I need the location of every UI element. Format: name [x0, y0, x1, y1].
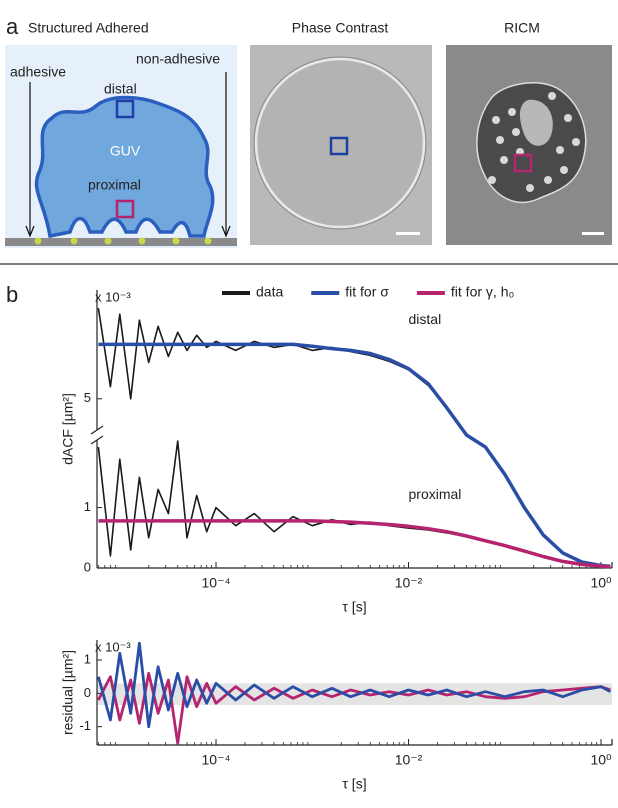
proximal-roi	[115, 199, 135, 219]
axis-multiplier: x 10⁻³	[95, 639, 131, 654]
phase-contrast-image	[250, 45, 432, 245]
plot-area	[97, 641, 612, 745]
diagram-label: distal	[104, 81, 137, 97]
x-tick-label: 10⁻²	[395, 575, 423, 591]
vesicle-edge	[253, 56, 427, 230]
series-line	[97, 307, 611, 567]
diagram-label: adhesive	[10, 64, 66, 80]
diagram-label: non-adhesive	[136, 51, 220, 67]
series-line	[98, 519, 611, 569]
panel-title: Phase Contrast	[292, 20, 389, 36]
diagram-label: GUV	[110, 143, 141, 159]
substrate	[5, 238, 237, 246]
legend-label: fit for σ	[345, 284, 389, 300]
arrow-head	[221, 225, 231, 238]
roi	[329, 136, 349, 156]
series-line	[97, 440, 611, 568]
adhesive-dots	[34, 237, 212, 245]
axis-break	[90, 425, 104, 435]
y-tick-label: 0	[84, 685, 91, 700]
y-tick-label: -1	[79, 718, 91, 733]
ricm-image	[446, 45, 612, 245]
x-axis-label: τ [s]	[342, 776, 366, 792]
x-tick-label: 10⁰	[590, 752, 612, 768]
x-axis-label: τ [s]	[342, 599, 366, 615]
y-tick-label: 1	[84, 499, 91, 514]
panel-label: a	[6, 14, 19, 39]
distal-roi	[115, 99, 135, 119]
y-axis-label: dACF [µm²]	[60, 393, 76, 465]
y-tick-label: 1	[84, 651, 91, 666]
x-tick-label: 10⁻⁴	[202, 752, 231, 768]
annotation: proximal	[409, 486, 462, 502]
panel-title: Structured Adhered	[28, 20, 149, 36]
x-tick-label: 10⁻⁴	[202, 575, 231, 591]
axis-multiplier: x 10⁻³	[95, 289, 131, 304]
guv-shape	[34, 95, 215, 239]
scale-bar	[396, 232, 420, 235]
x-tick-label: 10⁻²	[395, 752, 423, 768]
plot-area	[97, 307, 611, 569]
panel-title: RICM	[504, 20, 540, 36]
y-tick-label: 0	[84, 559, 91, 574]
roi	[513, 153, 533, 173]
y-tick-label: 5	[84, 390, 91, 405]
scale-bar	[582, 232, 604, 235]
legend-label: data	[256, 284, 283, 300]
y-axis-label: residual [µm²]	[60, 650, 76, 735]
vesicle	[254, 57, 426, 229]
x-tick-label: 10⁰	[590, 575, 612, 591]
arrow-head	[25, 225, 35, 238]
axis-break	[90, 435, 104, 445]
diagram-label: proximal	[88, 177, 141, 193]
legend-label: fit for γ, h₀	[451, 284, 515, 300]
annotation: distal	[409, 311, 442, 327]
bright-area	[519, 99, 553, 146]
schematic: adhesive non-adhesive distal GUV proxima…	[5, 45, 237, 248]
series-line	[98, 342, 611, 568]
panel-label: b	[6, 282, 18, 307]
series-line	[97, 641, 612, 729]
